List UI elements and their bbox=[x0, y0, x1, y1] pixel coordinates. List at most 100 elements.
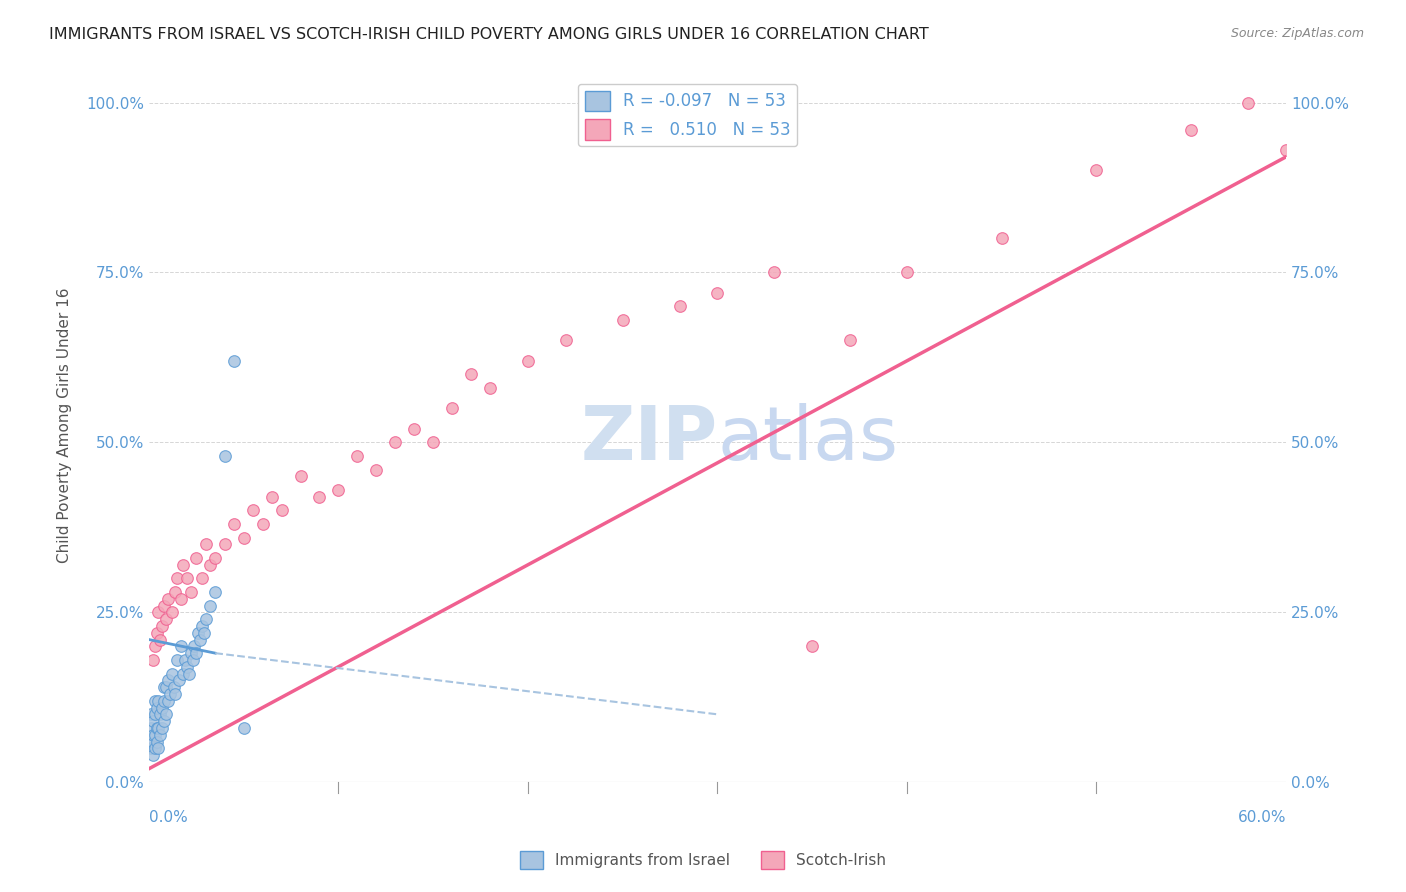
Point bbox=[156, 591, 179, 606]
Point bbox=[150, 700, 173, 714]
Text: 0.0%: 0.0% bbox=[149, 810, 187, 824]
Point bbox=[162, 680, 184, 694]
Point bbox=[149, 632, 172, 647]
Point bbox=[232, 531, 254, 545]
Point bbox=[187, 625, 209, 640]
Point bbox=[166, 571, 188, 585]
Point bbox=[668, 300, 690, 314]
Point bbox=[153, 714, 176, 728]
Point bbox=[143, 694, 166, 708]
Point bbox=[143, 640, 166, 654]
Text: IMMIGRANTS FROM ISRAEL VS SCOTCH-IRISH CHILD POVERTY AMONG GIRLS UNDER 16 CORREL: IMMIGRANTS FROM ISRAEL VS SCOTCH-IRISH C… bbox=[49, 27, 929, 42]
Point bbox=[198, 599, 221, 613]
Point bbox=[204, 551, 226, 566]
Point bbox=[186, 551, 208, 566]
Point bbox=[346, 449, 368, 463]
Point bbox=[422, 435, 444, 450]
Point bbox=[191, 571, 214, 585]
Legend: Immigrants from Israel, Scotch-Irish: Immigrants from Israel, Scotch-Irish bbox=[515, 845, 891, 875]
Point bbox=[1085, 163, 1108, 178]
Point bbox=[1237, 95, 1260, 110]
Point bbox=[174, 653, 197, 667]
Point bbox=[139, 741, 162, 756]
Point bbox=[155, 680, 177, 694]
Point bbox=[156, 673, 179, 688]
Point bbox=[148, 694, 170, 708]
Point bbox=[166, 653, 188, 667]
Point bbox=[270, 503, 292, 517]
Point bbox=[153, 599, 176, 613]
Point bbox=[193, 625, 215, 640]
Point bbox=[145, 625, 167, 640]
Point bbox=[204, 585, 226, 599]
Point bbox=[308, 490, 330, 504]
Point bbox=[139, 707, 162, 722]
Point bbox=[156, 694, 179, 708]
Point bbox=[1275, 143, 1298, 157]
Y-axis label: Child Poverty Among Girls Under 16: Child Poverty Among Girls Under 16 bbox=[58, 287, 72, 563]
Point bbox=[384, 435, 406, 450]
Point bbox=[232, 721, 254, 735]
Point bbox=[172, 558, 194, 572]
Point bbox=[366, 462, 388, 476]
Point bbox=[839, 334, 862, 348]
Point bbox=[198, 558, 221, 572]
Point bbox=[479, 381, 502, 395]
Point bbox=[160, 666, 183, 681]
Point bbox=[142, 748, 165, 763]
Point bbox=[159, 687, 181, 701]
Point bbox=[328, 483, 350, 497]
Point bbox=[149, 707, 172, 722]
Point bbox=[142, 714, 165, 728]
Point bbox=[176, 659, 198, 673]
Point bbox=[142, 734, 165, 748]
Point bbox=[142, 728, 165, 742]
Point bbox=[148, 606, 170, 620]
Point bbox=[155, 707, 177, 722]
Point bbox=[142, 653, 165, 667]
Point bbox=[181, 653, 204, 667]
Point bbox=[460, 368, 482, 382]
Point bbox=[153, 680, 176, 694]
Point bbox=[188, 632, 211, 647]
Point bbox=[214, 537, 236, 551]
Point bbox=[145, 700, 167, 714]
Point bbox=[150, 619, 173, 633]
Point bbox=[183, 640, 205, 654]
Legend: R = -0.097   N = 53, R =   0.510   N = 53: R = -0.097 N = 53, R = 0.510 N = 53 bbox=[578, 84, 797, 146]
Point bbox=[180, 646, 202, 660]
Text: Source: ZipAtlas.com: Source: ZipAtlas.com bbox=[1230, 27, 1364, 40]
Text: atlas: atlas bbox=[717, 403, 898, 476]
Point bbox=[167, 673, 190, 688]
Point bbox=[896, 265, 918, 279]
Point bbox=[177, 666, 200, 681]
Point bbox=[150, 721, 173, 735]
Point bbox=[224, 516, 246, 531]
Point bbox=[143, 707, 166, 722]
Point bbox=[516, 354, 538, 368]
Point bbox=[148, 721, 170, 735]
Point bbox=[143, 728, 166, 742]
Point bbox=[441, 401, 464, 416]
Point bbox=[194, 537, 217, 551]
Point bbox=[1180, 122, 1202, 136]
Point bbox=[145, 721, 167, 735]
Point bbox=[262, 490, 284, 504]
Point bbox=[763, 265, 786, 279]
Point bbox=[170, 640, 193, 654]
Point bbox=[290, 469, 312, 483]
Point bbox=[224, 354, 246, 368]
Point bbox=[706, 285, 728, 300]
Point bbox=[990, 231, 1012, 245]
Point bbox=[194, 612, 217, 626]
Point bbox=[176, 571, 198, 585]
Point bbox=[148, 741, 170, 756]
Point bbox=[612, 313, 634, 327]
Point bbox=[242, 503, 264, 517]
Point bbox=[155, 612, 177, 626]
Point bbox=[143, 741, 166, 756]
Point bbox=[145, 734, 167, 748]
Point bbox=[191, 619, 214, 633]
Text: 60.0%: 60.0% bbox=[1237, 810, 1286, 824]
Point bbox=[554, 334, 576, 348]
